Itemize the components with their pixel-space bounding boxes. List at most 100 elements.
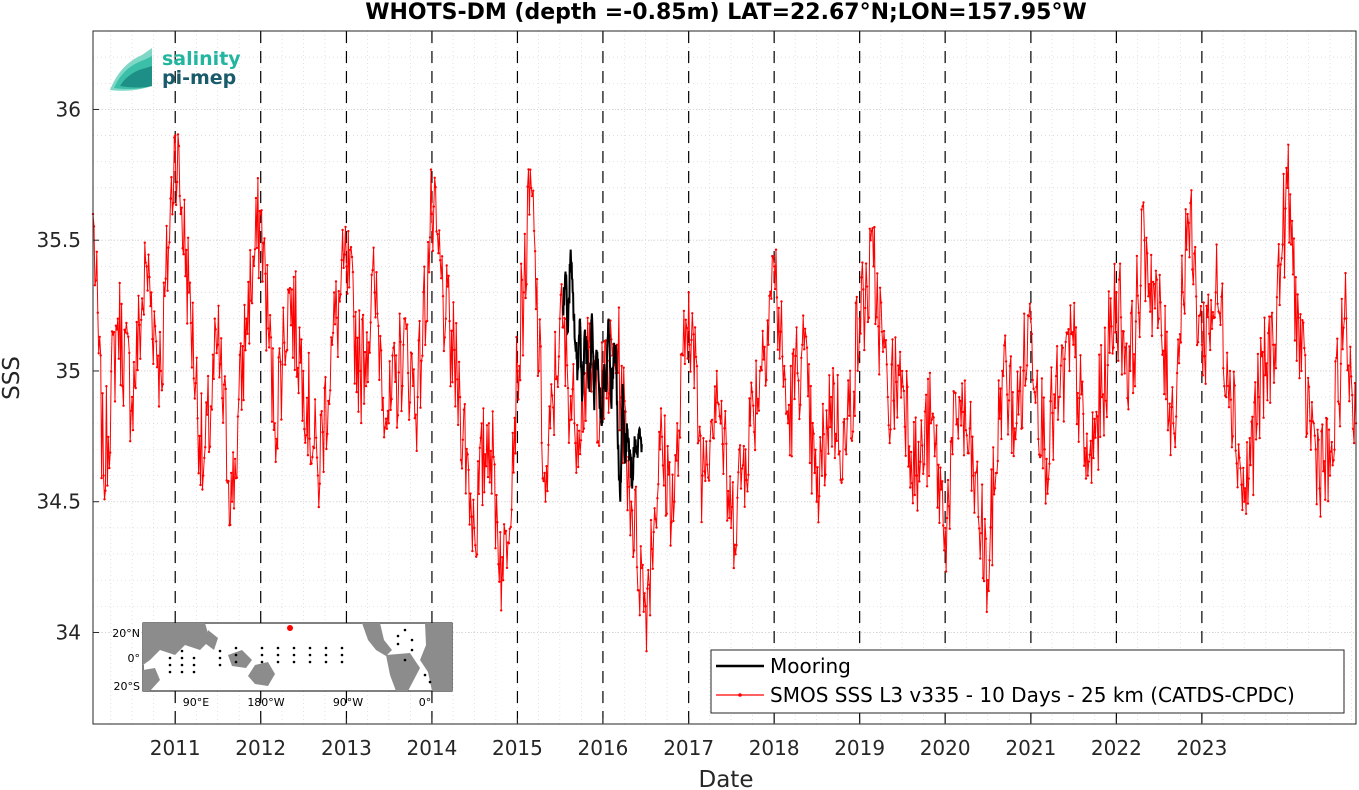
smos-point bbox=[1188, 256, 1191, 259]
smos-point bbox=[525, 283, 528, 286]
smos-point bbox=[172, 202, 175, 205]
smos-point bbox=[964, 429, 968, 432]
smos-point bbox=[630, 500, 633, 503]
smos-point bbox=[955, 423, 958, 426]
smos-point bbox=[464, 492, 467, 495]
smos-point bbox=[720, 399, 723, 403]
smos-point bbox=[119, 383, 122, 387]
smos-point bbox=[521, 354, 525, 357]
smos-point bbox=[1064, 340, 1067, 344]
smos-point bbox=[868, 227, 871, 230]
smos-point bbox=[1043, 448, 1046, 451]
smos-point bbox=[238, 353, 241, 357]
smos-point bbox=[932, 416, 935, 419]
smos-point bbox=[1244, 512, 1248, 515]
smos-point bbox=[483, 491, 486, 494]
smos-point bbox=[302, 369, 305, 373]
smos-point bbox=[588, 322, 591, 325]
smos-point bbox=[205, 401, 208, 404]
smos-point bbox=[794, 354, 797, 358]
smos-point bbox=[1090, 481, 1093, 484]
smos-point bbox=[670, 521, 673, 524]
smos-point bbox=[222, 383, 226, 386]
smos-point bbox=[715, 369, 718, 373]
smos-point bbox=[1208, 332, 1211, 335]
smos-point bbox=[1160, 334, 1163, 337]
smos-point bbox=[1038, 453, 1041, 456]
smos-point bbox=[385, 427, 389, 430]
smos-point bbox=[1237, 443, 1240, 446]
smos-point bbox=[696, 442, 700, 445]
smos-point bbox=[878, 286, 882, 289]
smos-point bbox=[1260, 355, 1263, 358]
smos-point bbox=[254, 196, 258, 200]
smos-point bbox=[844, 448, 847, 451]
smos-point bbox=[1124, 346, 1127, 349]
smos-point bbox=[848, 414, 851, 417]
smos-point bbox=[887, 424, 890, 427]
smos-point bbox=[946, 478, 950, 482]
smos-point bbox=[261, 280, 264, 283]
smos-point bbox=[764, 384, 767, 387]
smos-point bbox=[279, 360, 282, 363]
smos-point bbox=[286, 348, 289, 352]
smos-point bbox=[410, 352, 414, 355]
smos-point bbox=[931, 412, 934, 415]
smos-point bbox=[798, 417, 801, 421]
smos-point bbox=[1139, 284, 1142, 287]
smos-point bbox=[183, 198, 186, 201]
smos-point bbox=[607, 411, 610, 414]
smos-point bbox=[1328, 474, 1332, 477]
smos-point bbox=[1123, 372, 1126, 375]
smos-point bbox=[1309, 448, 1313, 451]
smos-point bbox=[478, 446, 481, 450]
smos-point bbox=[917, 440, 920, 444]
smos-point bbox=[690, 338, 693, 342]
smos-point bbox=[374, 316, 377, 319]
smos-point bbox=[1082, 412, 1085, 416]
smos-point bbox=[1163, 304, 1167, 308]
smos-point bbox=[878, 373, 881, 376]
smos-point bbox=[335, 316, 339, 319]
smos-point bbox=[363, 350, 367, 354]
smos-point bbox=[880, 330, 884, 333]
smos-point bbox=[526, 185, 529, 188]
smos-point bbox=[184, 275, 187, 278]
smos-point bbox=[1278, 303, 1281, 307]
smos-point bbox=[444, 317, 447, 320]
smos-point bbox=[187, 291, 191, 294]
smos-point bbox=[1044, 502, 1047, 505]
smos-point bbox=[698, 425, 701, 428]
smos-point bbox=[307, 351, 310, 355]
smos-point bbox=[143, 241, 146, 244]
smos-point bbox=[864, 262, 868, 265]
smos-point bbox=[1146, 252, 1149, 255]
smos-point bbox=[117, 357, 121, 360]
smos-point bbox=[1270, 315, 1273, 318]
smos-point bbox=[898, 350, 902, 354]
smos-point bbox=[1025, 364, 1029, 367]
smos-point bbox=[1243, 500, 1246, 503]
smos-point bbox=[653, 507, 656, 510]
smos-point bbox=[768, 294, 771, 298]
smos-point bbox=[781, 355, 784, 358]
smos-point bbox=[249, 249, 252, 252]
smos-point bbox=[163, 294, 166, 298]
smos-point bbox=[1349, 345, 1352, 348]
smos-point bbox=[400, 409, 403, 413]
smos-point bbox=[115, 328, 119, 331]
smos-point bbox=[693, 386, 696, 390]
smos-point bbox=[1341, 348, 1344, 351]
smos-point bbox=[1157, 317, 1161, 320]
smos-point bbox=[1150, 334, 1154, 338]
smos-point bbox=[1226, 384, 1230, 388]
smos-point bbox=[668, 461, 671, 464]
smos-point bbox=[723, 427, 726, 430]
smos-point bbox=[648, 583, 651, 586]
smos-point bbox=[1315, 503, 1318, 506]
smos-point bbox=[722, 472, 725, 476]
smos-point bbox=[313, 398, 317, 401]
smos-point bbox=[1289, 193, 1292, 196]
smos-point bbox=[869, 239, 872, 242]
smos-point bbox=[919, 460, 922, 463]
